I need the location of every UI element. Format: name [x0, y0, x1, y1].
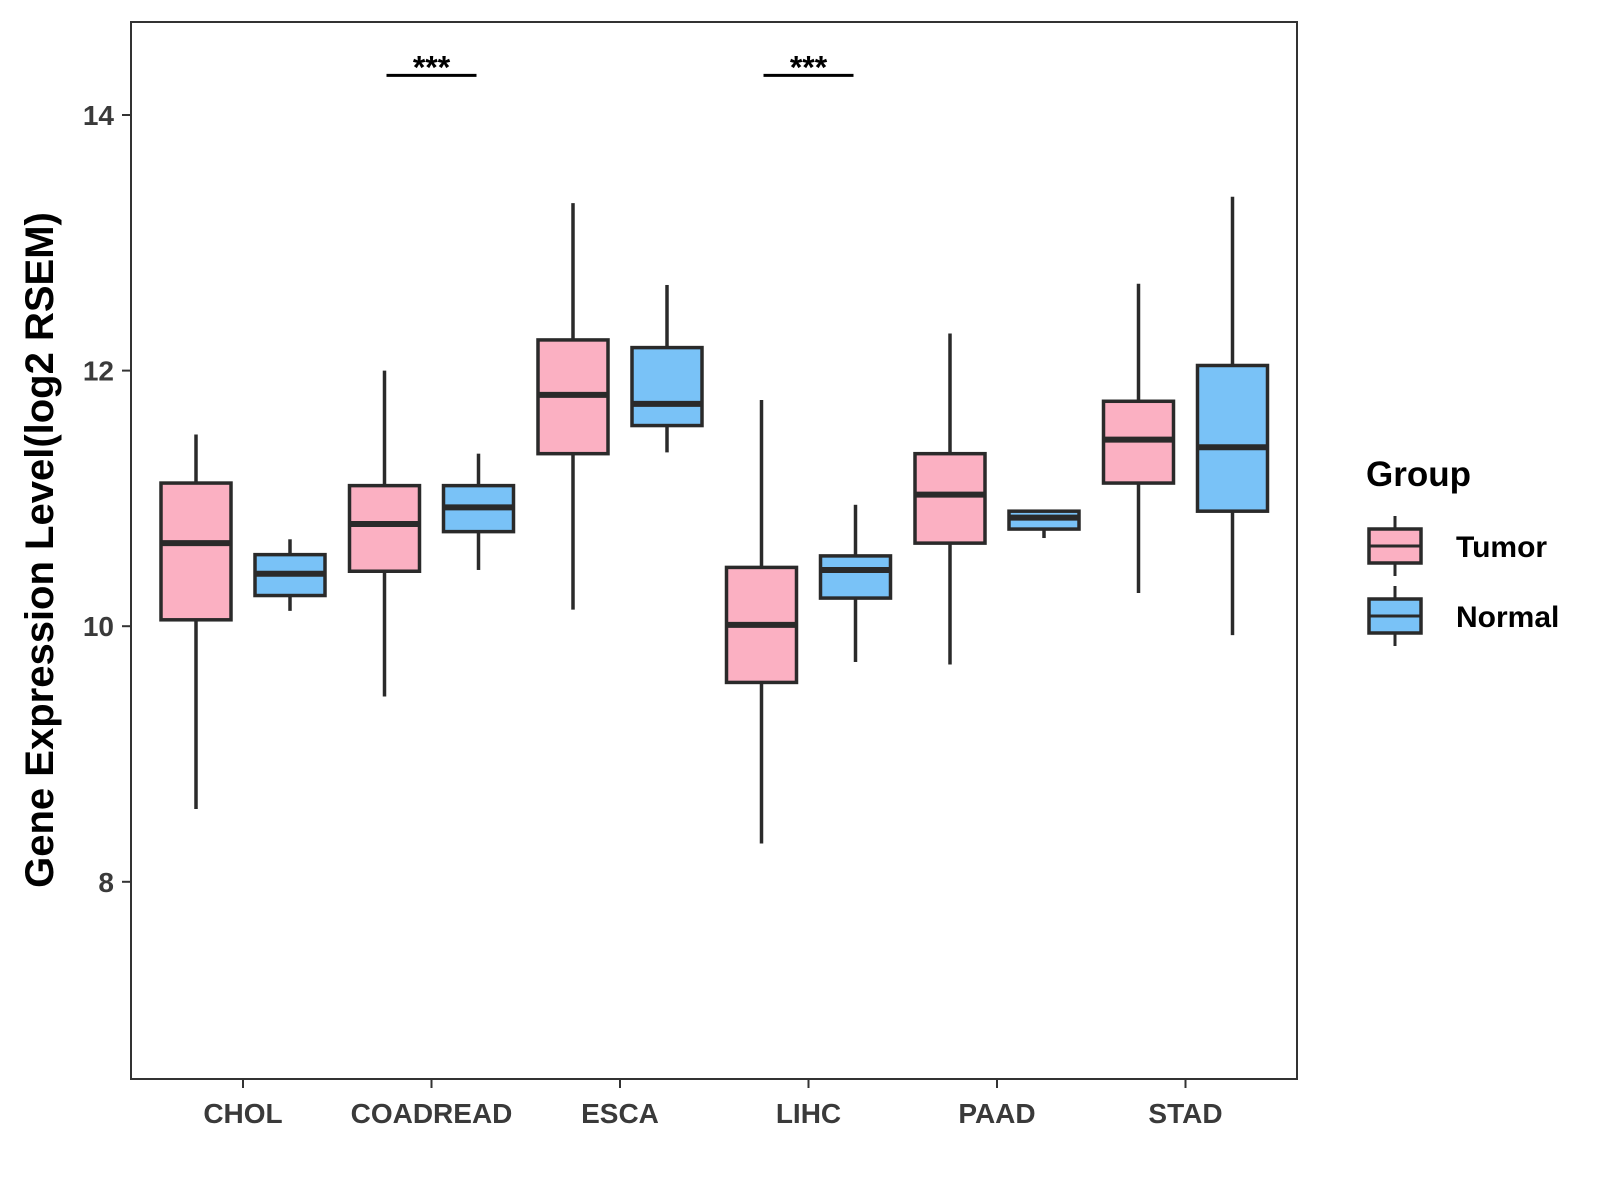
box-normal-esca — [630, 284, 704, 453]
y-axis-title: Gene Expression Level(log2 RSEM) — [18, 212, 62, 888]
box-body — [913, 451, 987, 545]
x-axis: CHOL COADREAD ESCA LIHC PAAD STAD — [203, 1079, 1223, 1129]
box-tumor-lihc — [724, 399, 799, 844]
box-normal-coadread — [441, 453, 516, 570]
legend-item-normal: Normal — [1367, 586, 1559, 646]
x-tick-label: ESCA — [581, 1098, 659, 1129]
significance-label: *** — [413, 49, 451, 85]
box-body — [818, 554, 893, 600]
y-tick-label: 8 — [98, 867, 114, 898]
x-tick-label: STAD — [1148, 1098, 1222, 1129]
x-tick-label: CHOL — [203, 1098, 282, 1129]
box-tumor-chol — [159, 434, 233, 809]
legend: Group Tumor Normal — [1366, 455, 1559, 646]
box-body — [347, 483, 422, 573]
box-normal-chol — [253, 539, 327, 611]
box-tumor-paad — [913, 333, 987, 665]
plot-panel-border — [130, 21, 1298, 1080]
box-tumor-coadread — [347, 370, 422, 697]
y-tick-label: 12 — [83, 356, 114, 387]
significance-annotations: *** *** — [386, 49, 854, 85]
box-body — [630, 345, 704, 428]
box-tumor-esca — [536, 203, 610, 610]
x-tick-label: COADREAD — [351, 1098, 513, 1129]
x-tick-label: LIHC — [776, 1098, 841, 1129]
y-axis: 8 10 12 14 — [83, 100, 131, 898]
box-normal-stad — [1195, 196, 1270, 636]
x-tick-label: PAAD — [958, 1098, 1035, 1129]
legend-label: Tumor — [1456, 531, 1547, 564]
y-tick-label: 14 — [83, 100, 115, 131]
legend-label: Normal — [1456, 601, 1559, 634]
box-body — [159, 481, 233, 622]
box-body — [1195, 363, 1270, 513]
box-series — [159, 196, 1270, 844]
legend-item-tumor: Tumor — [1367, 516, 1547, 576]
box-normal-lihc — [818, 504, 893, 662]
box-tumor-stad — [1101, 283, 1176, 593]
legend-title: Group — [1366, 455, 1471, 494]
significance-label: *** — [790, 49, 828, 85]
box-normal-paad — [1007, 509, 1081, 539]
y-tick-label: 10 — [83, 611, 114, 642]
